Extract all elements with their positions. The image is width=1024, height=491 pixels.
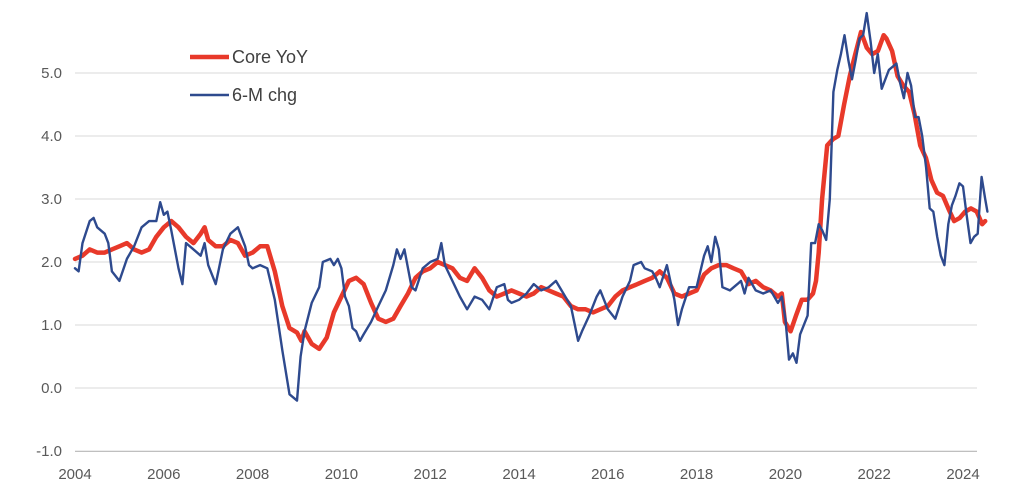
y-tick-labels: 5.0 4.0 3.0 2.0 1.0 0.0 -1.0 <box>36 65 62 460</box>
x-tick-label: 2018 <box>680 466 713 483</box>
y-tick-label: 5.0 <box>41 65 62 82</box>
x-tick-labels: 2004 2006 2008 2010 2012 2014 2016 2018 2020 2022… <box>58 466 979 483</box>
x-tick-label: 2004 <box>58 466 91 483</box>
y-tick-label: -1.0 <box>36 443 62 460</box>
y-tick-label: 3.0 <box>41 191 62 208</box>
x-tick-label: 2006 <box>147 466 180 483</box>
x-tick-label: 2020 <box>769 466 802 483</box>
series-line-6m-chg <box>73 11 989 402</box>
x-tick-label: 2024 <box>946 466 979 483</box>
x-tick-label: 2022 <box>858 466 891 483</box>
y-tick-label: 2.0 <box>41 254 62 271</box>
y-tick-label: 4.0 <box>41 128 62 145</box>
y-tick-label: 1.0 <box>41 317 62 334</box>
x-tick-label: 2016 <box>591 466 624 483</box>
x-tick-label: 2010 <box>325 466 358 483</box>
x-tick-label: 2008 <box>236 466 269 483</box>
series-lines <box>72 11 989 402</box>
series-line-core-yoy <box>72 29 988 352</box>
legend: Core YoY 6-M chg <box>190 47 308 105</box>
y-gridlines <box>75 72 977 452</box>
x-tick-label: 2014 <box>502 466 535 483</box>
y-tick-label: 0.0 <box>41 380 62 397</box>
legend-label: 6-M chg <box>232 85 297 105</box>
legend-label: Core YoY <box>232 47 308 67</box>
x-tick-label: 2012 <box>414 466 447 483</box>
